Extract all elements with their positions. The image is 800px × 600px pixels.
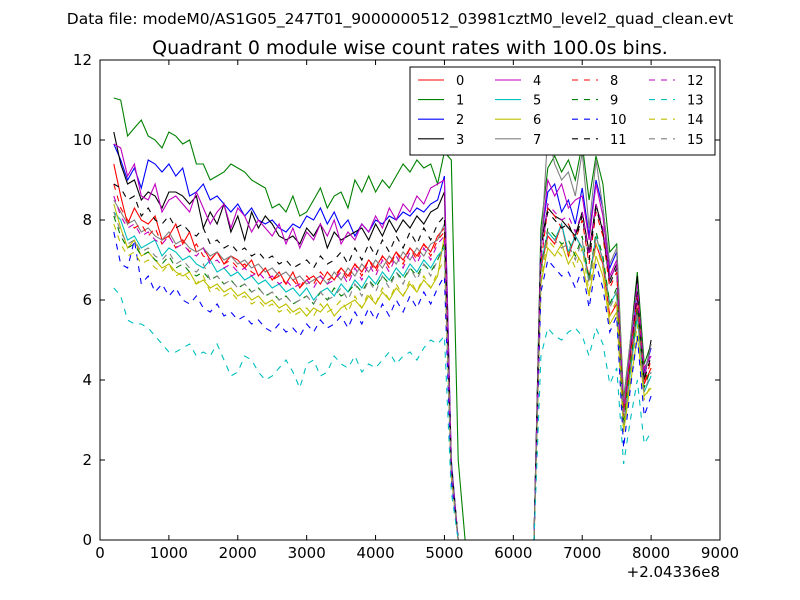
y-tick-label-10: 10 (73, 131, 92, 149)
x-tick-label-6000: 6000 (494, 544, 532, 562)
legend-label-15: 15 (687, 133, 704, 148)
x-tick-label-2000: 2000 (219, 544, 257, 562)
x-tick-label-7000: 7000 (563, 544, 601, 562)
legend-label-0: 0 (456, 74, 464, 89)
y-tick-label-4: 4 (82, 371, 92, 389)
series-line-4 (113, 143, 652, 541)
plot-area: 0 1000 2000 3000 4000 5000 6000 7000 8000 9000 0 2 4… (73, 51, 739, 562)
series-line-14 (113, 223, 652, 541)
legend-label-11: 11 (610, 133, 627, 148)
series-line-9 (113, 215, 652, 541)
suptitle: Data file: modeM0/AS1G05_247T01_90000005… (67, 10, 733, 29)
legend-label-7: 7 (533, 133, 541, 148)
legend-label-12: 12 (687, 74, 704, 89)
y-tick-label-6: 6 (82, 291, 92, 309)
series-line-1 (113, 97, 652, 541)
x-tick-label-1000: 1000 (150, 544, 188, 562)
x-tick-label-5000: 5000 (425, 544, 463, 562)
x-offset-label: +2.04336e8 (627, 563, 720, 581)
y-tick-label-0: 0 (82, 531, 92, 549)
legend-label-10: 10 (610, 113, 627, 128)
series-line-5 (113, 211, 652, 541)
legend-label-3: 3 (456, 133, 464, 148)
series-line-13 (113, 287, 652, 541)
x-tick-label-8000: 8000 (632, 544, 670, 562)
chart-title: Quadrant 0 module wise count rates with … (152, 37, 668, 59)
series-line-2 (113, 143, 652, 541)
series-line-11 (113, 183, 652, 541)
series-line-12 (113, 195, 652, 541)
legend-label-4: 4 (533, 74, 541, 89)
series-line-10 (113, 231, 652, 541)
legend-box (409, 66, 716, 156)
legend-label-9: 9 (610, 94, 618, 109)
legend-label-1: 1 (456, 94, 464, 109)
legend-label-13: 13 (687, 94, 704, 109)
legend-label-2: 2 (456, 113, 464, 128)
legend-label-6: 6 (533, 113, 541, 128)
legend-label-8: 8 (610, 74, 618, 89)
y-tick-label-8: 8 (82, 211, 92, 229)
series-line-15 (113, 211, 652, 541)
legend-label-14: 14 (687, 113, 704, 128)
y-tick-label-12: 12 (73, 51, 92, 69)
x-tick-label-9000: 9000 (701, 544, 739, 562)
legend-label-5: 5 (533, 94, 541, 109)
x-tick-label-4000: 4000 (356, 544, 394, 562)
y-tick-label-2: 2 (82, 451, 92, 469)
x-tick-label-0: 0 (95, 544, 105, 562)
x-tick-label-3000: 3000 (288, 544, 326, 562)
